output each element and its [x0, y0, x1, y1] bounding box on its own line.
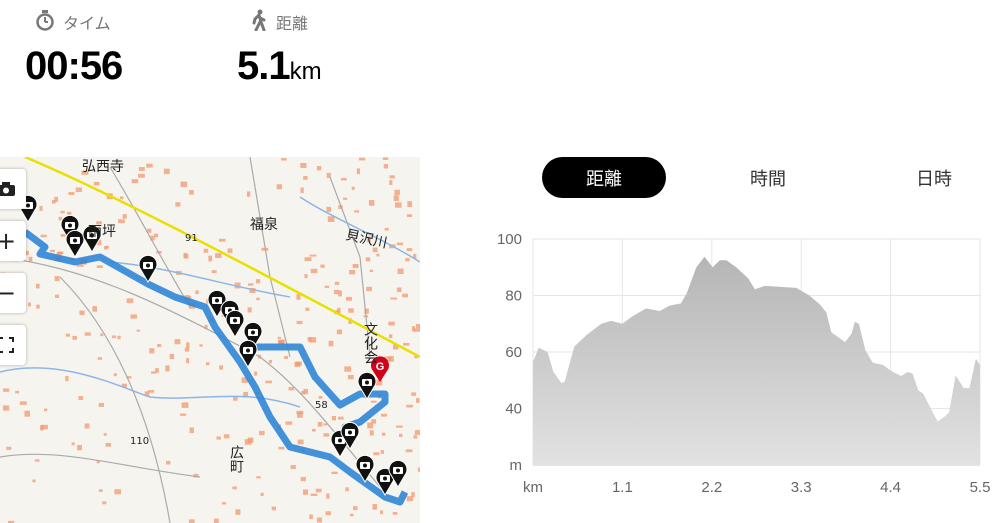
x-axis-label: km [523, 479, 543, 496]
camera-icon [0, 182, 15, 196]
tab-distance[interactable]: 距離 [542, 157, 666, 198]
photo-marker[interactable] [82, 224, 102, 253]
chart-mode-tabs: 距離 時間 日時 [542, 157, 962, 198]
distance-value: 5.1km [237, 44, 322, 89]
photo-marker[interactable] [243, 321, 263, 350]
y-tick-label: 80 [505, 288, 522, 305]
walking-person-icon [250, 9, 268, 35]
zoom-in-icon: + [0, 227, 17, 255]
elevation-area [533, 256, 980, 465]
photo-marker[interactable] [238, 339, 258, 368]
camera-button[interactable] [0, 169, 26, 209]
rivers [0, 196, 420, 408]
zoom-out-icon: − [0, 279, 17, 307]
time-label: タイム [63, 14, 111, 33]
fullscreen-button[interactable] [0, 325, 26, 365]
y-axis-label: m [510, 457, 523, 474]
y-tick-label: 60 [505, 344, 522, 361]
map-canvas[interactable]: G 弘西寺 雨坪 福泉 貝沢川 文化会 広町 91 58 110 [0, 157, 420, 523]
place-label: 雨坪 [88, 224, 116, 240]
goal-label: G [376, 361, 385, 373]
photo-marker[interactable] [388, 459, 408, 488]
photo-marker[interactable] [340, 421, 360, 450]
zoom-in-button[interactable]: + [0, 221, 26, 261]
fullscreen-icon [0, 337, 14, 353]
photo-marker[interactable] [138, 254, 158, 283]
elevation-label: 91 [185, 233, 198, 244]
distance-stat: 距離 5.1km [237, 8, 322, 89]
y-tick-label: 100 [497, 231, 522, 248]
place-label: 弘西寺 [82, 159, 124, 175]
distance-label: 距離 [276, 14, 309, 33]
roads [0, 157, 381, 523]
distance-number: 5.1 [237, 44, 291, 88]
photo-marker[interactable] [60, 214, 80, 243]
place-label: 広町 [228, 445, 244, 473]
photo-marker[interactable] [65, 229, 85, 258]
elevation-label: 58 [315, 400, 328, 411]
photo-marker[interactable] [355, 454, 375, 483]
elevation-chart: 100 80 60 40 mkm 1.1 2.2 3.3 4.4 5.5 [497, 231, 991, 496]
highway-road [24, 157, 420, 359]
photo-marker[interactable] [357, 371, 377, 400]
photo-marker[interactable] [225, 309, 245, 338]
goal-marker[interactable]: G [371, 356, 389, 382]
stopwatch-icon [35, 9, 55, 35]
route-map[interactable]: G 弘西寺 雨坪 福泉 貝沢川 文化会 広町 91 58 110 + − [0, 157, 420, 523]
place-label: 福泉 [250, 216, 278, 233]
time-stat: タイム 00:56 [25, 8, 123, 89]
tab-time[interactable]: 時間 [750, 168, 786, 190]
x-tick-label: 5.5 [970, 479, 991, 496]
x-tick-label: 4.4 [880, 479, 901, 496]
x-tick-label: 1.1 [612, 479, 633, 496]
photo-markers [18, 194, 408, 496]
tab-datetime[interactable]: 日時 [916, 168, 952, 190]
elevation-label: 110 [130, 436, 149, 447]
time-value: 00:56 [25, 44, 123, 88]
y-tick-label: 40 [505, 401, 522, 418]
distance-unit: km [289, 58, 322, 85]
place-label: 貝沢川 [344, 227, 388, 251]
x-tick-label: 2.2 [701, 479, 722, 496]
x-tick-label: 3.3 [791, 479, 812, 496]
zoom-out-button[interactable]: − [0, 273, 26, 313]
place-label: 文化会 [362, 322, 378, 364]
